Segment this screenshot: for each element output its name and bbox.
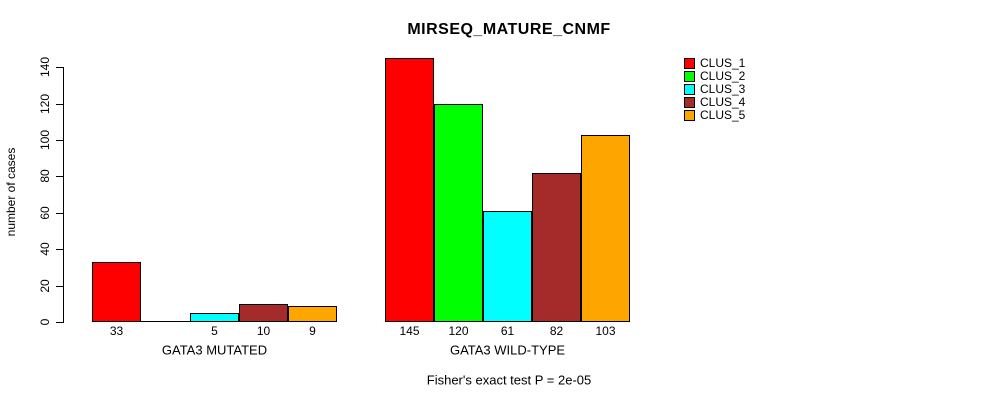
bar-value-label: 61 xyxy=(500,324,515,338)
bar-value-label: 5 xyxy=(211,324,218,338)
legend: CLUS_1 CLUS_2 CLUS_3 CLUS_4 CLUS_5 xyxy=(684,57,745,122)
legend-swatch xyxy=(684,84,695,95)
y-axis-tick xyxy=(56,104,63,105)
bar-clus_1-group1 xyxy=(92,262,141,322)
bar-value-label: 145 xyxy=(399,324,420,338)
bar-clus_4-group2 xyxy=(532,173,581,322)
bar-clus_3-group2 xyxy=(483,211,532,322)
y-axis-tick xyxy=(56,286,63,287)
y-tick-label: 40 xyxy=(38,242,52,256)
y-tick-label: 100 xyxy=(38,129,52,151)
y-axis-tick xyxy=(56,322,63,323)
legend-label: CLUS_1 xyxy=(700,56,746,70)
y-tick-label: 60 xyxy=(38,206,52,220)
x-group-label: GATA3 MUTATED xyxy=(161,342,268,358)
y-tick-label: 120 xyxy=(38,93,52,115)
legend-item: CLUS_2 xyxy=(684,70,745,83)
bar-clus_2-group1 xyxy=(141,321,190,322)
y-tick-label: 0 xyxy=(38,318,52,326)
bar-clus_2-group2 xyxy=(434,104,483,322)
bar-clus_1-group2 xyxy=(385,58,434,322)
bar-clus_3-group1 xyxy=(190,313,239,322)
legend-swatch xyxy=(684,97,695,108)
y-axis-tick xyxy=(56,176,63,177)
y-tick-label: 20 xyxy=(38,279,52,293)
legend-item: CLUS_3 xyxy=(684,83,745,96)
bar-clus_5-group2 xyxy=(581,135,630,322)
caption-text: Fisher's exact test P = 2e-05 xyxy=(426,372,592,388)
legend-item: CLUS_4 xyxy=(684,96,745,109)
legend-item: CLUS_1 xyxy=(684,57,745,70)
legend-label: CLUS_4 xyxy=(700,95,746,109)
legend-item: CLUS_5 xyxy=(684,109,745,122)
chart-title: MIRSEQ_MATURE_CNMF xyxy=(407,21,611,38)
bar-clus_4-group1 xyxy=(239,304,288,322)
legend-label: CLUS_5 xyxy=(700,108,746,122)
y-axis-label: number of cases xyxy=(4,147,18,237)
legend-label: CLUS_3 xyxy=(700,82,746,96)
legend-swatch xyxy=(684,110,695,121)
x-group-label: GATA3 WILD-TYPE xyxy=(449,342,566,358)
bar-value-label: 82 xyxy=(549,324,564,338)
y-tick-label: 80 xyxy=(38,169,52,183)
y-axis-tick xyxy=(56,249,63,250)
bar-value-label: 103 xyxy=(595,324,616,338)
y-axis-tick xyxy=(56,140,63,141)
bar-clus_5-group1 xyxy=(288,306,337,322)
legend-swatch xyxy=(684,58,695,69)
y-axis-tick xyxy=(56,213,63,214)
y-axis-tick xyxy=(56,67,63,68)
legend-label: CLUS_2 xyxy=(700,69,746,83)
legend-swatch xyxy=(684,71,695,82)
y-tick-label: 140 xyxy=(38,56,52,78)
bar-value-label: 10 xyxy=(256,324,271,338)
bar-value-label: 9 xyxy=(309,324,316,338)
bar-value-label: 33 xyxy=(109,324,124,338)
y-axis-line xyxy=(63,67,64,323)
bar-value-label: 120 xyxy=(448,324,469,338)
